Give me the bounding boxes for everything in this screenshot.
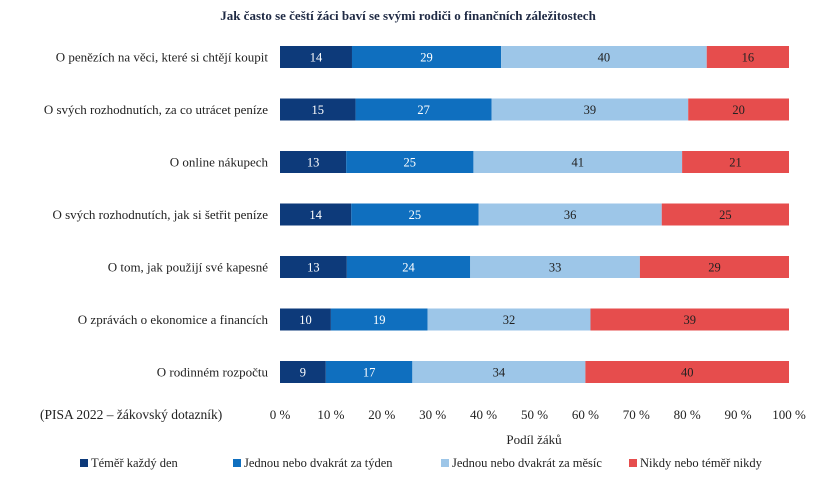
bar-segment <box>280 46 352 68</box>
legend-swatch <box>441 459 449 467</box>
data-label: 13 <box>307 261 320 275</box>
category-label: O tom, jak použijí své kapesné <box>108 260 269 275</box>
legend-swatch <box>233 459 241 467</box>
bar-segment <box>325 361 413 383</box>
data-label: 36 <box>564 208 577 222</box>
data-label: 14 <box>309 208 322 222</box>
legend-label: Téměř každý den <box>91 456 179 470</box>
data-label: 39 <box>584 103 597 117</box>
bar-segment <box>590 308 789 331</box>
bar-segment <box>412 361 586 383</box>
bar-segment <box>473 151 683 173</box>
data-label: 25 <box>409 208 422 222</box>
data-label: 24 <box>402 261 415 275</box>
data-label: 27 <box>417 103 430 117</box>
category-label: O online nákupech <box>170 155 269 170</box>
x-tick-label: 20 % <box>368 407 395 422</box>
legend-label: Jednou nebo dvakrát za týden <box>244 456 393 470</box>
x-axis-ticks: 0 % 10 % 20 % 30 % 40 % 50 % 60 % 70 % 80 % 90 % 1… <box>270 407 806 422</box>
x-tick-label: 10 % <box>317 407 344 422</box>
bar-segment <box>280 308 331 331</box>
chart-title: Jak často se čeští žáci baví se svými ro… <box>220 8 596 23</box>
x-tick-label: 100 % <box>772 407 806 422</box>
x-tick-label: 40 % <box>470 407 497 422</box>
x-tick-label: 50 % <box>521 407 548 422</box>
data-label: 14 <box>310 51 323 65</box>
bar-segment <box>585 361 789 383</box>
legend-swatch <box>629 459 637 467</box>
bar-segment <box>280 203 352 226</box>
x-axis-label: Podíl žáků <box>506 432 562 447</box>
data-label: 33 <box>549 261 562 275</box>
data-label: 32 <box>503 313 516 327</box>
x-tick-label: 80 % <box>674 407 701 422</box>
bar-segment <box>688 98 789 121</box>
bar-segment <box>639 256 789 278</box>
bar-segment <box>346 256 471 278</box>
x-tick-label: 60 % <box>572 407 599 422</box>
data-label: 20 <box>732 103 745 117</box>
category-label: O zprávách o ekonomice a financích <box>78 312 269 327</box>
legend-swatch <box>80 459 88 467</box>
x-tick-label: 30 % <box>419 407 446 422</box>
data-label: 40 <box>681 366 694 380</box>
x-tick-label: 70 % <box>623 407 650 422</box>
data-label: 25 <box>719 208 732 222</box>
bar-segment <box>280 256 347 278</box>
data-label: 19 <box>373 313 386 327</box>
bar-segment <box>280 151 347 173</box>
data-label: 15 <box>312 103 325 117</box>
data-label: 29 <box>708 261 721 275</box>
data-label: 25 <box>404 156 417 170</box>
category-label: O penězích na věci, které si chtějí koup… <box>56 50 269 65</box>
data-label: 41 <box>572 156 585 170</box>
source-note: (PISA 2022 – žákovský dotazník) <box>40 407 222 422</box>
bar-segment <box>346 151 474 173</box>
data-label: 17 <box>363 366 376 380</box>
bar-segment <box>330 308 428 331</box>
data-label: 29 <box>420 51 433 65</box>
legend-label: Nikdy nebo téměř nikdy <box>640 456 763 470</box>
bar-segment <box>682 151 789 173</box>
bar-segment <box>470 256 640 278</box>
data-label: 16 <box>742 51 755 65</box>
data-label: 40 <box>598 51 611 65</box>
bar-segment <box>501 46 707 68</box>
category-label: O svých rozhodnutích, jak si šetřit pení… <box>52 207 268 222</box>
category-label: O rodinném rozpočtu <box>157 365 269 380</box>
data-label: 39 <box>683 313 696 327</box>
x-tick-label: 90 % <box>725 407 752 422</box>
bars-group: O penězích na věci, které si chtějí koup… <box>44 46 789 383</box>
bar-segment <box>661 203 789 226</box>
bar-segment <box>351 203 479 226</box>
bar-segment <box>355 98 492 121</box>
bar-segment <box>427 308 591 331</box>
bar-segment <box>280 98 356 121</box>
data-label: 21 <box>729 156 742 170</box>
bar-segment <box>706 46 789 68</box>
bar-segment <box>491 98 689 121</box>
bar-segment <box>478 203 662 226</box>
data-label: 10 <box>299 313 312 327</box>
x-tick-label: 0 % <box>270 407 291 422</box>
data-label: 34 <box>493 366 506 380</box>
bar-segment <box>351 46 502 68</box>
bar-segment <box>280 361 326 383</box>
data-label: 9 <box>300 366 306 380</box>
data-label: 13 <box>307 156 320 170</box>
legend: Téměř každý den Jednou nebo dvakrát za tý… <box>80 456 763 470</box>
legend-label: Jednou nebo dvakrát za měsíc <box>452 456 602 470</box>
category-label: O svých rozhodnutích, za co utrácet pení… <box>44 102 268 117</box>
